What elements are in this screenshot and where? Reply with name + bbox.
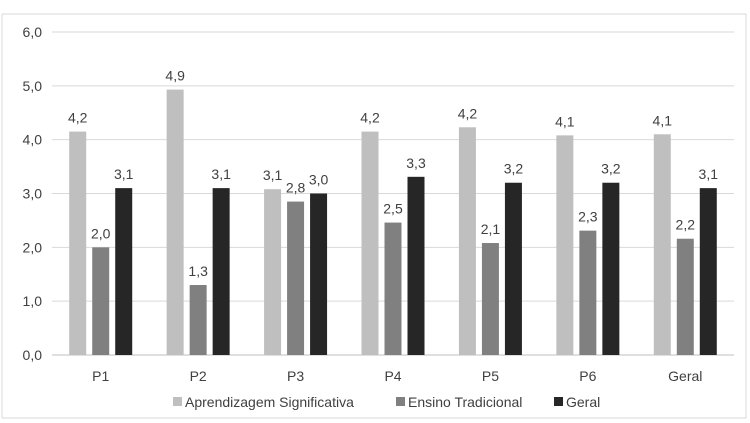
legend-label: Aprendizagem Significativa [185, 394, 354, 410]
legend-swatch [554, 397, 563, 406]
data-label: 4,1 [555, 113, 575, 129]
bar [310, 193, 328, 355]
bars [69, 89, 717, 355]
legend-item: Geral [554, 394, 600, 410]
data-label: 3,2 [601, 161, 621, 177]
y-tick-label: 5,0 [23, 78, 43, 94]
x-tick-label: P5 [482, 368, 499, 384]
data-label: 3,3 [406, 155, 426, 171]
y-tick-label: 3,0 [23, 186, 43, 202]
legend: Aprendizagem Significativa Ensino Tradici… [173, 394, 600, 410]
legend-item: Ensino Tradicional [396, 394, 522, 410]
data-label: 1,3 [188, 263, 208, 279]
bar [579, 230, 597, 355]
data-label: 3,1 [114, 166, 134, 182]
bar [361, 131, 379, 355]
x-tick-label: P2 [190, 368, 207, 384]
data-label: 4,2 [458, 105, 478, 121]
data-label: 4,1 [653, 112, 673, 128]
bar [653, 134, 671, 355]
bar [481, 243, 499, 355]
data-label: 3,1 [263, 167, 283, 183]
bar [676, 238, 694, 355]
legend-item: Aprendizagem Significativa [173, 394, 354, 410]
bar [407, 176, 425, 355]
bar [212, 188, 230, 355]
legend-swatch [173, 397, 182, 406]
legend-label: Ensino Tradicional [408, 394, 522, 410]
bar [504, 182, 522, 355]
bar [264, 189, 282, 355]
data-label: 4,2 [360, 110, 380, 126]
legend-label: Geral [566, 394, 600, 410]
y-tick-label: 4,0 [23, 132, 43, 148]
x-tick-label: P6 [579, 368, 596, 384]
y-tick-label: 1,0 [23, 293, 43, 309]
bar [556, 135, 574, 355]
data-label: 4,9 [165, 68, 185, 84]
data-label: 2,0 [91, 225, 111, 241]
x-tick-label: P4 [384, 368, 401, 384]
gridlines [52, 31, 734, 356]
y-tick-label: 6,0 [23, 24, 43, 40]
bar [602, 182, 620, 355]
data-label: 2,5 [383, 201, 403, 217]
x-tick-label: P1 [92, 368, 109, 384]
bar [699, 188, 717, 355]
data-label: 2,1 [481, 221, 501, 237]
legend-swatch [396, 397, 405, 406]
bar [166, 89, 184, 355]
x-axis-ticks: P1 P2 P3 P4 P5 P6 Geral [92, 368, 702, 384]
data-label: 4,2 [68, 110, 88, 126]
y-axis-ticks: 0,0 1,0 2,0 3,0 4,0 5,0 6,0 [23, 24, 43, 363]
data-labels: 4,22,03,14,91,33,1 3,12,83,04,22,53,34,22… [68, 68, 718, 279]
data-label: 2,3 [578, 209, 598, 225]
bar [92, 247, 110, 355]
data-label: 3,2 [504, 161, 524, 177]
y-tick-label: 2,0 [23, 239, 43, 255]
data-label: 2,8 [286, 180, 306, 196]
y-tick-label: 0,0 [23, 347, 43, 363]
bar [458, 127, 476, 355]
bar [115, 188, 133, 355]
bar [287, 201, 305, 355]
bar [384, 222, 402, 355]
x-tick-label: Geral [668, 368, 702, 384]
data-label: 3,0 [309, 172, 329, 188]
data-label: 3,1 [211, 166, 231, 182]
data-label: 2,2 [676, 217, 696, 233]
x-tick-label: P3 [287, 368, 304, 384]
bar [189, 285, 207, 355]
bar [69, 131, 87, 355]
data-label: 3,1 [699, 166, 719, 182]
